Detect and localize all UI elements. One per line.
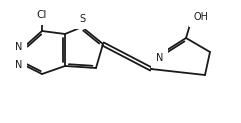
Text: OH: OH (194, 12, 209, 22)
Text: Cl: Cl (37, 10, 47, 20)
Text: N: N (156, 53, 163, 63)
Text: N: N (15, 42, 22, 52)
Text: N: N (15, 60, 22, 70)
Text: S: S (79, 14, 85, 24)
